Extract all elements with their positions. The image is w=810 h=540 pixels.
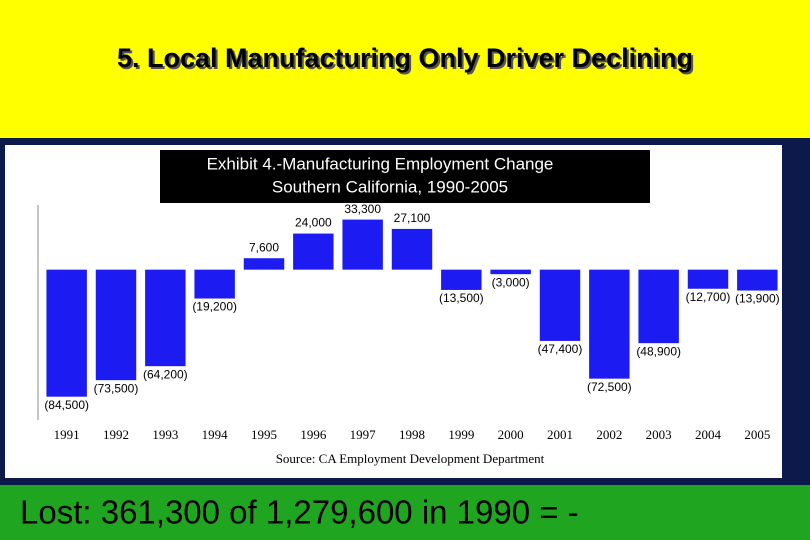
value-label: (19,200) <box>192 300 237 314</box>
bar <box>391 228 433 270</box>
x-tick-label: 1995 <box>251 427 277 442</box>
value-label: (13,900) <box>735 292 780 306</box>
x-tick-label: 1993 <box>152 427 178 442</box>
bar <box>46 269 87 397</box>
bar <box>737 269 778 291</box>
bar <box>293 233 334 270</box>
chart-title-box <box>160 150 650 203</box>
value-label: 33,300 <box>344 202 381 216</box>
value-label: (84,500) <box>44 398 89 412</box>
slide-title: 5. Local Manufacturing Only Driver Decli… <box>117 43 693 73</box>
bar <box>194 269 235 299</box>
x-tick-label: 2005 <box>744 427 770 442</box>
bar <box>687 269 729 289</box>
x-tick-label: 2004 <box>695 427 722 442</box>
x-tick-label: 1997 <box>350 427 377 442</box>
footer-text: Lost: 361,300 of 1,279,600 in 1990 = - <box>20 494 579 531</box>
bar <box>638 269 679 344</box>
bar <box>243 258 285 270</box>
bar <box>589 269 630 379</box>
value-label: (64,200) <box>143 367 188 381</box>
x-tick-label: 1996 <box>300 427 327 442</box>
value-label: (47,400) <box>538 342 583 356</box>
value-label: 27,100 <box>394 211 431 225</box>
x-tick-label: 2000 <box>498 427 524 442</box>
x-tick-label: 2002 <box>596 427 622 442</box>
x-tick-label: 1994 <box>202 427 229 442</box>
x-tick-label: 1998 <box>399 427 425 442</box>
bar <box>490 269 531 275</box>
bar <box>95 269 137 381</box>
source: Source: CA Employment Development Depart… <box>276 451 545 466</box>
title-shadow: 5. Local Manufacturing Only Driver Decli… <box>119 45 695 75</box>
footer-band <box>0 485 810 540</box>
x-tick-label: 1991 <box>54 427 80 442</box>
title-band <box>0 0 810 138</box>
value-label: (72,500) <box>587 380 632 394</box>
x-tick-label: 2003 <box>646 427 672 442</box>
value-label: (73,500) <box>94 381 139 395</box>
value-label: (13,500) <box>439 291 484 305</box>
chart-title: Exhibit 4.-Manufacturing Employment Chan… <box>207 154 554 173</box>
chart-subtitle: Southern California, 1990-2005 <box>272 177 508 196</box>
value-label: (3,000) <box>492 275 530 289</box>
value-label: 24,000 <box>295 216 332 230</box>
value-label: (48,900) <box>636 344 681 358</box>
value-label: 7,600 <box>249 240 279 254</box>
x-tick-label: 1992 <box>103 427 129 442</box>
value-label: (12,700) <box>686 290 731 304</box>
plot: 1991 (84,500) 1992 (73,500) 1993 (64,200) 1994… <box>44 202 779 442</box>
bar <box>145 269 186 367</box>
x-tick-label: 2001 <box>547 427 573 442</box>
bar <box>342 219 383 270</box>
x-tick-label: 1999 <box>448 427 474 442</box>
bar <box>539 269 581 341</box>
bar <box>441 269 482 290</box>
